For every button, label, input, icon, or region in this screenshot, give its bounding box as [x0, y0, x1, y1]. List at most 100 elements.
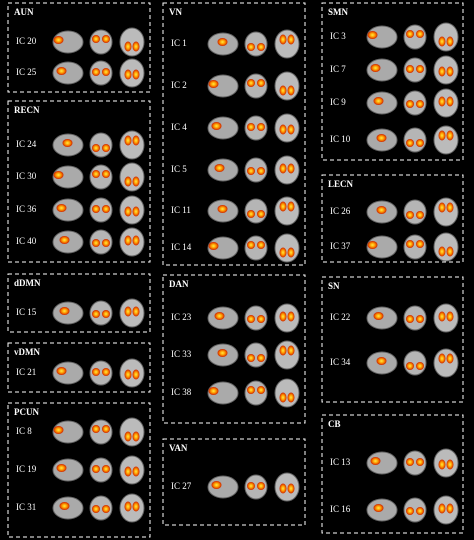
activation [53, 171, 64, 179]
coronal-slice [89, 457, 113, 483]
activation [132, 235, 140, 246]
activation [257, 482, 265, 490]
coronal-slice [89, 419, 113, 445]
activation [132, 41, 140, 52]
coronal-slice [89, 60, 113, 86]
activation [257, 210, 265, 218]
activation [438, 246, 446, 257]
brain-slices [366, 303, 459, 333]
panel-border [321, 276, 464, 403]
activation [416, 362, 424, 370]
activation [416, 458, 424, 466]
component-label: IC 4 [171, 122, 187, 132]
brain-slices [207, 113, 300, 143]
panel-title: RECN [14, 105, 40, 115]
component-label: IC 8 [16, 426, 32, 436]
component-label: IC 3 [330, 31, 346, 41]
component-label: IC 27 [171, 481, 192, 491]
activation [406, 30, 414, 38]
activation [102, 35, 110, 43]
component-label: IC 26 [330, 206, 351, 216]
axial-slice [274, 472, 300, 502]
panel-title: CB [328, 419, 341, 429]
activation [376, 357, 387, 365]
activation [446, 96, 454, 107]
panel-title: VN [169, 7, 182, 17]
axial-slice [119, 358, 145, 388]
brain-slices [366, 348, 459, 378]
activation [406, 507, 414, 515]
activation [446, 36, 454, 47]
activation [257, 386, 265, 394]
coronal-slice [403, 199, 427, 225]
activation [438, 503, 446, 514]
activation [124, 206, 132, 217]
axial-slice [274, 303, 300, 333]
brain-slices [207, 233, 300, 263]
activation [208, 80, 219, 88]
activation [279, 345, 287, 356]
component-label: IC 14 [171, 242, 192, 252]
coronal-slice [89, 300, 113, 326]
activation [247, 210, 255, 218]
axial-slice [119, 130, 145, 160]
activation [287, 345, 295, 356]
coronal-slice [244, 115, 268, 141]
brain-slices [52, 162, 145, 192]
panel-title: SN [328, 281, 340, 291]
activation [92, 35, 100, 43]
brain-slices [52, 298, 145, 328]
activation [416, 139, 424, 147]
panel-border [7, 402, 151, 538]
component-label: IC 9 [330, 97, 346, 107]
coronal-slice [89, 132, 113, 158]
activation [406, 211, 414, 219]
panel-title: PCUN [14, 407, 39, 417]
activation [124, 135, 132, 146]
brain-slices [52, 358, 145, 388]
panel-border [321, 2, 464, 161]
coronal-slice [244, 31, 268, 57]
activation [132, 206, 140, 217]
activation [257, 241, 265, 249]
activation [406, 362, 414, 370]
panel-border [7, 100, 151, 263]
coronal-slice [89, 229, 113, 255]
activation [446, 246, 454, 257]
brain-slices [207, 71, 300, 101]
axial-slice [274, 378, 300, 408]
axial-slice [433, 495, 459, 525]
panel-border [7, 342, 151, 393]
axial-slice [119, 195, 145, 225]
activation [247, 123, 255, 131]
brain-slices [366, 232, 459, 262]
activation [124, 369, 132, 380]
activation [438, 202, 446, 213]
panel-title: AUN [14, 7, 34, 17]
brain-slices [207, 29, 300, 59]
coronal-slice [244, 380, 268, 406]
panel-border [162, 438, 306, 526]
brain-slices [207, 340, 300, 370]
activation [92, 68, 100, 76]
activation [279, 483, 287, 494]
component-label: IC 23 [171, 312, 192, 322]
component-label: IC 30 [16, 171, 37, 181]
panel-title: VAN [169, 443, 188, 453]
component-label: IC 22 [330, 312, 350, 322]
brain-slices [366, 197, 459, 227]
activation [370, 64, 381, 72]
activation [211, 481, 222, 489]
activation [208, 387, 219, 395]
activation [247, 386, 255, 394]
activation [406, 139, 414, 147]
activation [132, 306, 140, 317]
activation [446, 66, 454, 77]
activation [438, 96, 446, 107]
component-label: IC 38 [171, 387, 192, 397]
panel-title: LECN [328, 179, 354, 189]
component-label: IC 11 [171, 205, 191, 215]
component-label: IC 31 [16, 502, 36, 512]
activation [416, 240, 424, 248]
